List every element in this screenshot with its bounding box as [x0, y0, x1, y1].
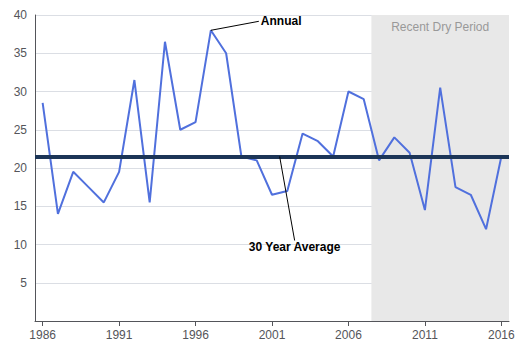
svg-text:1991: 1991: [106, 328, 133, 342]
svg-text:1986: 1986: [29, 328, 56, 342]
svg-text:30 Year Average: 30 Year Average: [249, 240, 341, 254]
svg-text:30: 30: [14, 85, 28, 99]
svg-text:1996: 1996: [182, 328, 209, 342]
svg-text:2006: 2006: [335, 328, 362, 342]
svg-text:5: 5: [20, 276, 27, 290]
svg-text:Annual: Annual: [261, 14, 302, 28]
svg-text:2001: 2001: [259, 328, 286, 342]
svg-text:10: 10: [14, 238, 28, 252]
svg-text:2016: 2016: [488, 328, 515, 342]
svg-text:2011: 2011: [412, 328, 438, 342]
svg-text:40: 40: [14, 8, 28, 22]
svg-text:25: 25: [14, 123, 28, 137]
svg-text:15: 15: [14, 199, 28, 213]
svg-text:Recent Dry Period: Recent Dry Period: [391, 20, 489, 34]
svg-text:20: 20: [14, 161, 28, 175]
svg-text:35: 35: [14, 46, 28, 60]
